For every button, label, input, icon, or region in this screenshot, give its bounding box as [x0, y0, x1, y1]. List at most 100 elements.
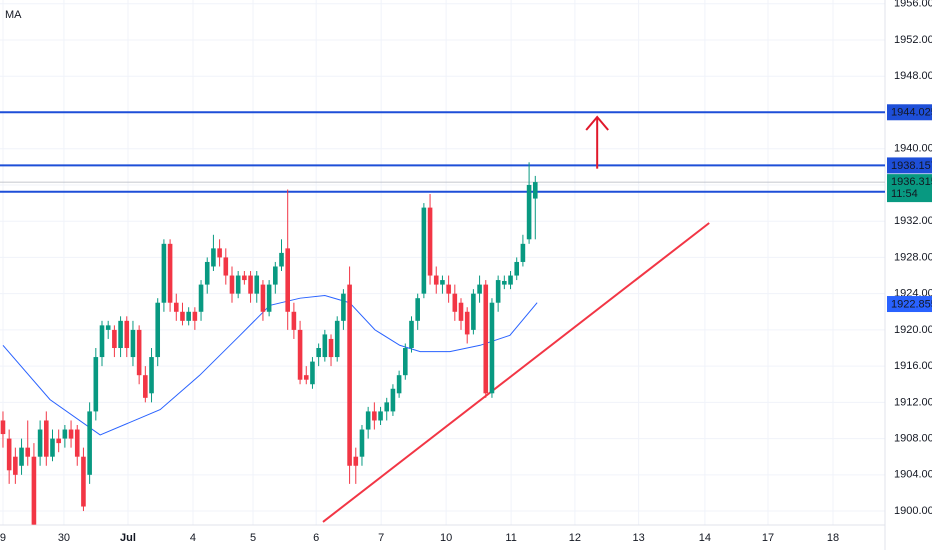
candle-body [384, 402, 390, 412]
x-tick-label: Jul [120, 532, 136, 544]
candle-body [254, 275, 260, 294]
candle-body [124, 320, 130, 349]
y-tick-label: 1952.000 [894, 34, 932, 46]
x-tick-label: 6 [313, 532, 319, 544]
candle-body [211, 248, 216, 267]
last-price-box [887, 174, 932, 203]
candle-body [143, 375, 148, 398]
candle-body [192, 311, 198, 321]
candle-body [112, 329, 117, 349]
x-tick-label: 17 [762, 532, 774, 544]
candle-body [502, 280, 507, 285]
candle-body [334, 320, 340, 358]
candle-body [415, 298, 420, 321]
y-tick-label: 1912.000 [894, 396, 932, 408]
candle-body [223, 257, 229, 276]
candle-body [440, 280, 445, 285]
ma-tag-box [887, 296, 932, 313]
candle-body [56, 438, 61, 444]
candle-body [310, 361, 315, 385]
x-tick-label: 4 [190, 532, 196, 544]
x-tick-label: 11 [505, 532, 516, 544]
candle-body [303, 375, 309, 380]
candle-body [161, 243, 167, 303]
candle-body [409, 320, 414, 349]
candle-body [118, 320, 123, 349]
candle-body [508, 275, 513, 285]
candle-body [167, 243, 173, 303]
candle-body [273, 266, 278, 285]
last-price-tag: 1936.315 [891, 176, 932, 188]
candle-body [229, 275, 235, 294]
level-tag: 1938.157 [891, 160, 932, 172]
candle-body [68, 429, 74, 439]
y-tick-label: 1928.000 [894, 251, 932, 263]
candle-body [266, 284, 272, 312]
candle-body [291, 311, 297, 330]
x-tick-label: 13 [633, 532, 645, 544]
candle-body [483, 284, 489, 394]
candle-body [328, 338, 334, 358]
candle-body [31, 456, 37, 525]
candle-body [186, 311, 191, 321]
candle-body [396, 375, 402, 394]
candle-body [347, 284, 352, 466]
ma-line [2, 294, 538, 436]
candle-body [285, 248, 290, 312]
countdown: 11:54 [891, 188, 918, 200]
candle-body [0, 420, 6, 435]
candle-body [25, 447, 31, 457]
candle-body [74, 429, 80, 457]
candle-body [353, 456, 359, 466]
candle-body [248, 275, 253, 294]
candle-body [433, 275, 439, 285]
x-tick-label: 14 [699, 532, 711, 544]
candle-body [155, 302, 161, 358]
candle-body [372, 411, 377, 421]
x-tick-label: 9 [0, 532, 6, 544]
y-tick-label: 1900.000 [894, 505, 932, 517]
candle-body [464, 311, 470, 335]
candle-body [477, 284, 482, 294]
candle-body [99, 325, 105, 358]
candle-body [532, 182, 538, 199]
candle-body [93, 357, 99, 412]
candle-body [378, 411, 383, 421]
candle-body [43, 420, 49, 457]
candle-body [526, 184, 532, 240]
candle-body [19, 447, 24, 466]
candle-body [446, 284, 451, 294]
candle-body [242, 275, 247, 281]
candle-body [471, 293, 476, 330]
candle-body [217, 248, 222, 258]
candle-body [204, 261, 210, 285]
candle-body [489, 302, 495, 394]
candle-body [6, 438, 12, 471]
y-tick-label: 1904.000 [894, 469, 932, 481]
ma-tag: 1922.855 [891, 298, 932, 310]
y-tick-label: 1908.000 [894, 432, 932, 444]
candle-body [180, 311, 185, 321]
candle-body [62, 429, 68, 439]
candle-body [81, 456, 86, 507]
candle-body [279, 252, 284, 267]
candle-body [341, 293, 346, 321]
candle-body [458, 302, 464, 321]
candle-body [514, 261, 520, 276]
y-tick-label: 1932.000 [894, 215, 932, 227]
candle-body [149, 357, 154, 394]
candle-body [50, 438, 55, 457]
candle-body [322, 334, 328, 358]
candle-body [130, 329, 136, 358]
candle-body [452, 293, 458, 312]
candle-body [297, 329, 303, 380]
y-tick-label: 1940.000 [894, 143, 932, 155]
candle-body [37, 429, 43, 457]
indicator-label: MA [5, 9, 22, 21]
candle-body [316, 348, 321, 358]
candle-body [495, 280, 501, 303]
candle-body [520, 243, 526, 262]
y-tick-label: 1920.000 [894, 324, 932, 336]
arrow-head [585, 115, 609, 131]
